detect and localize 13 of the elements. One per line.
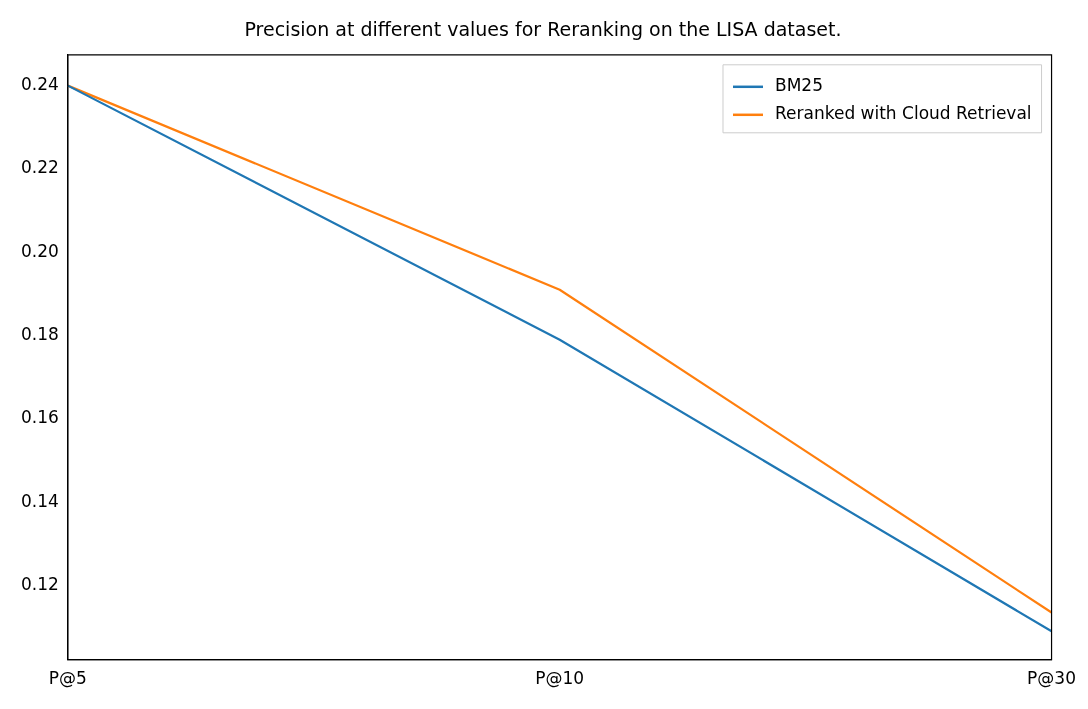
x-tick-label: P@5: [48, 668, 87, 689]
legend-label: Reranked with Cloud Retrieval: [775, 103, 1032, 124]
y-tick-label: 0.12: [20, 573, 59, 594]
y-tick-label: 0.18: [20, 323, 59, 344]
chart-title: Precision at different values for Reranking on the LISA dataset.: [244, 18, 842, 41]
y-tick-label: 0.14: [20, 490, 59, 511]
x-tick-label: P@30: [1027, 668, 1076, 689]
y-tick-label: 0.20: [20, 240, 59, 261]
y-tick-label: 0.16: [20, 407, 59, 428]
legend-label: BM25: [775, 75, 823, 96]
y-tick-label: 0.24: [20, 74, 59, 95]
y-tick-label: 0.22: [20, 157, 59, 178]
x-tick-label: P@10: [535, 668, 585, 689]
